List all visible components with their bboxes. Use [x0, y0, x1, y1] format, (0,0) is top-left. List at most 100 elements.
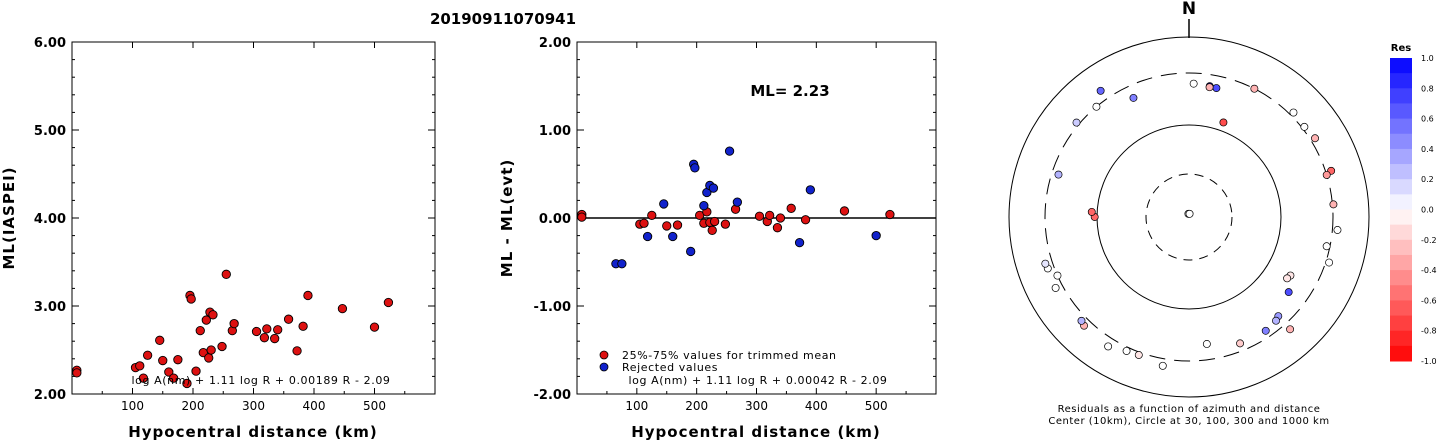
chart-residual-vs-distance: 100 200 300 400 500 -2.00 -1.00 0.00 1.00 2.00 ML… [498, 36, 937, 441]
data-point [690, 163, 700, 173]
colorbar-swatch [1390, 209, 1412, 226]
colorbar-swatch [1390, 73, 1412, 89]
data-point [577, 212, 587, 222]
data-point [303, 290, 313, 301]
data-point [164, 367, 174, 377]
colorbar-swatch [1390, 300, 1412, 317]
station-point [1329, 200, 1338, 209]
station-point [1284, 288, 1293, 297]
colorbar-label: 0.8 [1421, 84, 1434, 93]
data-point [182, 378, 192, 389]
colorbar-swatch [1390, 58, 1412, 74]
station-point [1322, 170, 1331, 179]
station-point [1092, 102, 1101, 111]
legend-marker-trimmed [599, 350, 609, 360]
colorbar-label: 0.4 [1421, 145, 1434, 154]
legend-marker-rejected [599, 362, 609, 372]
y-tick-label: 4.00 [34, 212, 66, 227]
x-tick-label: 200 [685, 399, 708, 413]
station-point [1311, 134, 1319, 143]
station-point [1333, 226, 1342, 234]
data-point [221, 269, 231, 279]
data-point [885, 209, 895, 220]
data-point [283, 314, 294, 324]
data-point [298, 321, 308, 331]
data-point [208, 310, 218, 320]
x-tick-label: 300 [242, 399, 265, 413]
data-point [251, 326, 262, 337]
distance-ring [1145, 173, 1233, 261]
figure-title: 20190911070941 [430, 10, 576, 28]
data-point [709, 216, 720, 227]
colorbar-label: 0.6 [1421, 115, 1434, 124]
data-point [292, 346, 302, 356]
station-point [1286, 325, 1295, 334]
x-axis-label: Hypocentral distance (km) [128, 423, 378, 441]
station-point [1202, 340, 1211, 348]
colorbar-swatch [1390, 103, 1412, 120]
data-point [195, 325, 205, 336]
chart-polar-residuals: N Residuals as a function of azimuth and… [1008, 0, 1437, 427]
colorbar-label: -0.4 [1421, 266, 1437, 275]
formula-text: log A(nm) + 1.11 log R + 0.00189 R - 2.0… [131, 374, 390, 387]
legend: 25%-75% values for trimmed mean Rejected… [599, 349, 837, 374]
x-tick-label: 400 [303, 399, 326, 413]
data-point [800, 215, 811, 225]
colorbar-swatch [1390, 194, 1412, 210]
station-point [1054, 170, 1063, 179]
station-point [1236, 339, 1245, 348]
y-tick-label: 0.00 [539, 212, 571, 227]
station-point [1261, 326, 1270, 335]
data-point [168, 373, 179, 383]
data-point [699, 201, 709, 211]
chart-magnitude-vs-distance: 100 200 300 400 500 2.00 3.00 4.00 5.00 6.00 Hypo… [0, 36, 436, 441]
data-point [270, 333, 280, 344]
colorbar-label: 0.2 [1421, 175, 1434, 184]
x-tick-label: 300 [745, 399, 768, 413]
legend-label-trimmed: 25%-75% values for trimmed mean [622, 349, 837, 362]
y-tick-label: -1.00 [534, 300, 571, 315]
station-point [1289, 108, 1298, 117]
axis-ticks: 100 200 300 400 500 2.00 3.00 4.00 5.00 6.00 [34, 36, 435, 413]
x-tick-label: 100 [121, 399, 144, 413]
formula-text: log A(nm) + 1.11 log R + 0.00042 R - 2.0… [628, 374, 887, 387]
station-point [1158, 361, 1167, 370]
colorbar-label: 0.0 [1421, 206, 1434, 215]
data-point [871, 230, 881, 241]
station-point [1219, 118, 1228, 127]
colorbar-title: Res [1391, 43, 1411, 54]
colorbar-label: -0.8 [1421, 327, 1437, 336]
station-point [1104, 342, 1113, 351]
data-point [204, 353, 214, 363]
data-point [662, 221, 672, 231]
y-axis-label: ML(IASPEI) [0, 166, 18, 269]
data-point [720, 219, 731, 229]
x-tick-label: 200 [182, 399, 205, 413]
station-point [1077, 316, 1086, 325]
colorbar-label: -0.6 [1421, 296, 1437, 305]
station-point [1072, 118, 1081, 127]
station-point [1212, 84, 1221, 92]
station-point [1041, 259, 1050, 268]
data-point [186, 294, 196, 304]
data-point [135, 361, 145, 371]
colorbar-swatch [1390, 148, 1412, 165]
data-point [217, 341, 227, 352]
y-tick-label: 3.00 [34, 300, 66, 315]
colorbar-swatch [1390, 118, 1412, 135]
data-point [337, 303, 348, 314]
colorbar-swatch [1390, 285, 1412, 301]
ml-annotation: ML= 2.23 [750, 82, 829, 100]
data-point [158, 355, 168, 366]
north-label: N [1182, 0, 1196, 19]
station-point [1051, 283, 1060, 292]
station-point [1096, 86, 1105, 95]
colorbar-swatch [1390, 254, 1412, 271]
data-point [754, 211, 765, 221]
data-point [639, 218, 649, 228]
data-point [765, 210, 775, 221]
distance-ring [1044, 72, 1334, 362]
data-point [201, 315, 211, 325]
station-point [1053, 271, 1062, 280]
colorbar-swatch [1390, 239, 1412, 256]
